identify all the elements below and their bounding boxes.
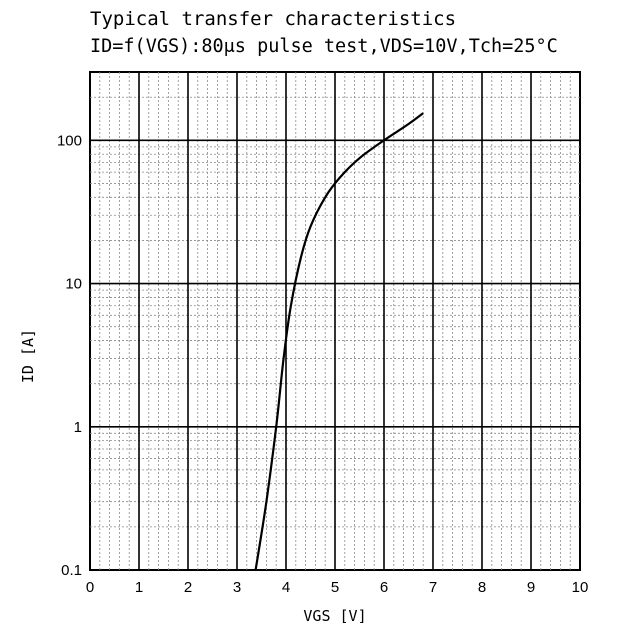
x-tick-label: 3 [233,579,241,596]
x-axis-ticks: 0 1 2 3 4 5 6 7 8 9 10 [86,579,589,596]
x-tick-label: 5 [331,579,339,596]
x-tick-label: 1 [135,579,143,596]
transfer-curve [254,112,424,571]
x-tick-label: 2 [184,579,192,596]
y-axis-label: ID [A] [19,329,37,383]
chart-subtitle: ID=f(VGS):80μs pulse test,VDS=10V,Tch=25… [90,36,558,57]
x-tick-label: 0 [86,579,94,596]
y-tick-label: 0.1 [61,562,82,579]
x-tick-label: 10 [572,579,589,596]
y-tick-label: 1 [74,419,82,436]
x-tick-label: 6 [380,579,388,596]
chart-title: Typical transfer characteristics [90,8,457,30]
y-tick-label: 100 [57,132,82,149]
grid-lines [90,72,580,570]
x-tick-label: 8 [478,579,486,596]
x-axis-label: VGS [V] [303,607,366,625]
x-tick-label: 4 [282,579,290,596]
x-tick-label: 9 [527,579,535,596]
y-axis-ticks: 0.1 1 10 100 [57,132,82,579]
series-layer [254,112,424,571]
x-tick-label: 7 [429,579,437,596]
y-tick-label: 10 [65,276,82,293]
